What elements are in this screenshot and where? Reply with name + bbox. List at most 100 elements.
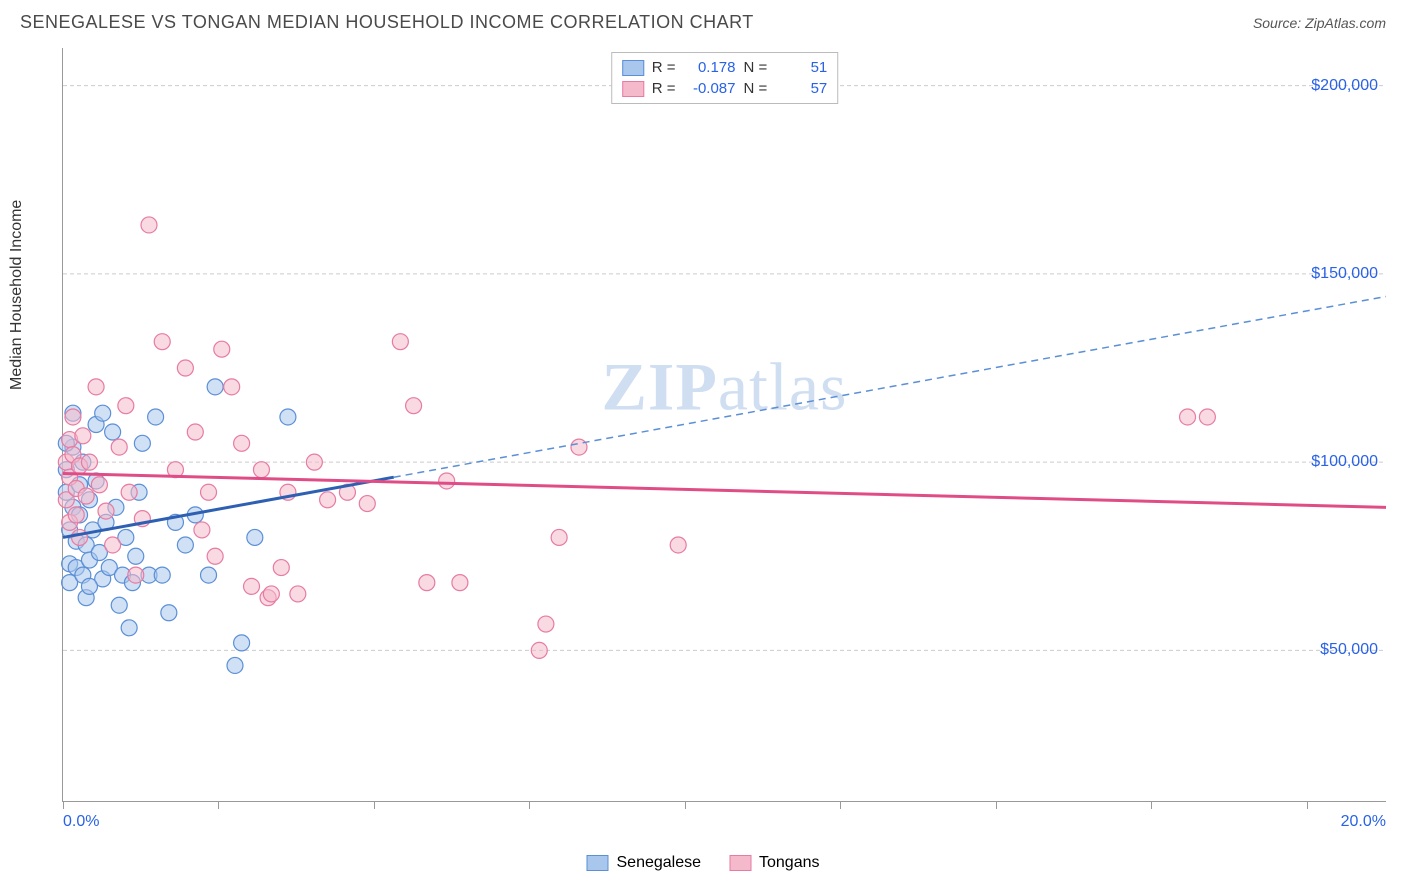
scatter-point [95, 405, 111, 421]
scatter-point [538, 616, 554, 632]
stats-row-senegalese: R = 0.178 N = 51 [622, 57, 828, 78]
x-min-label: 0.0% [63, 813, 99, 831]
legend-label-senegalese: Senegalese [616, 854, 701, 872]
y-tick-label: $50,000 [1320, 641, 1378, 659]
n-value-senegalese: 51 [775, 59, 827, 76]
scatter-point [419, 575, 435, 591]
x-tick [218, 801, 219, 809]
scatter-point [201, 567, 217, 583]
scatter-point [121, 620, 137, 636]
scatter-point [118, 398, 134, 414]
y-axis-label: Median Household Income [8, 200, 26, 390]
plot-area: ZIPatlas R = 0.178 N = 51 R = -0.087 N =… [62, 48, 1386, 802]
n-label: N = [744, 80, 768, 97]
scatter-point [111, 597, 127, 613]
scatter-point [320, 492, 336, 508]
x-max-label: 20.0% [1341, 813, 1386, 831]
scatter-point [227, 657, 243, 673]
scatter-svg [63, 48, 1386, 801]
scatter-point [194, 522, 210, 538]
scatter-point [134, 435, 150, 451]
scatter-point [551, 529, 567, 545]
swatch-tongans [622, 81, 644, 97]
x-tick [374, 801, 375, 809]
scatter-point [359, 496, 375, 512]
scatter-point [290, 586, 306, 602]
x-tick [996, 801, 997, 809]
scatter-point [280, 409, 296, 425]
scatter-point [105, 537, 121, 553]
scatter-point [177, 360, 193, 376]
scatter-point [68, 507, 84, 523]
source-attribution: Source: ZipAtlas.com [1253, 15, 1386, 31]
y-tick-label: $200,000 [1311, 77, 1378, 95]
scatter-point [81, 578, 97, 594]
legend-swatch-senegalese [586, 855, 608, 871]
scatter-point [670, 537, 686, 553]
x-tick [840, 801, 841, 809]
scatter-point [148, 409, 164, 425]
scatter-point [234, 435, 250, 451]
scatter-point [263, 586, 279, 602]
scatter-point [234, 635, 250, 651]
scatter-point [439, 473, 455, 489]
scatter-point [452, 575, 468, 591]
scatter-point [531, 642, 547, 658]
stats-legend: R = 0.178 N = 51 R = -0.087 N = 57 [611, 52, 839, 104]
scatter-point [141, 217, 157, 233]
scatter-point [88, 379, 104, 395]
scatter-point [121, 484, 137, 500]
scatter-point [154, 567, 170, 583]
r-value-senegalese: 0.178 [684, 59, 736, 76]
scatter-point [111, 439, 127, 455]
r-value-tongans: -0.087 [684, 80, 736, 97]
n-label: N = [744, 59, 768, 76]
legend-item-senegalese: Senegalese [586, 854, 701, 872]
scatter-point [1199, 409, 1215, 425]
scatter-point [571, 439, 587, 455]
scatter-point [406, 398, 422, 414]
source-name: ZipAtlas.com [1305, 15, 1386, 31]
chart-container: Median Household Income ZIPatlas R = 0.1… [20, 48, 1386, 832]
scatter-point [91, 477, 107, 493]
scatter-point [207, 379, 223, 395]
x-tick [685, 801, 686, 809]
scatter-point [273, 560, 289, 576]
scatter-point [187, 424, 203, 440]
scatter-point [154, 334, 170, 350]
scatter-point [214, 341, 230, 357]
r-label: R = [652, 59, 676, 76]
x-tick [529, 801, 530, 809]
scatter-point [244, 578, 260, 594]
scatter-point [75, 428, 91, 444]
r-label: R = [652, 80, 676, 97]
legend-swatch-tongans [729, 855, 751, 871]
scatter-point [128, 548, 144, 564]
scatter-point [81, 454, 97, 470]
legend-item-tongans: Tongans [729, 854, 820, 872]
legend-label-tongans: Tongans [759, 854, 820, 872]
x-tick [1307, 801, 1308, 809]
chart-title: SENEGALESE VS TONGAN MEDIAN HOUSEHOLD IN… [20, 12, 754, 33]
scatter-point [392, 334, 408, 350]
scatter-point [98, 503, 114, 519]
scatter-point [72, 529, 88, 545]
swatch-senegalese [622, 60, 644, 76]
x-tick [63, 801, 64, 809]
scatter-point [177, 537, 193, 553]
scatter-point [306, 454, 322, 470]
n-value-tongans: 57 [775, 80, 827, 97]
scatter-point [105, 424, 121, 440]
scatter-point [224, 379, 240, 395]
bottom-legend: Senegalese Tongans [586, 854, 819, 872]
y-tick-label: $100,000 [1311, 453, 1378, 471]
stats-row-tongans: R = -0.087 N = 57 [622, 78, 828, 99]
x-tick [1151, 801, 1152, 809]
scatter-point [207, 548, 223, 564]
scatter-point [65, 409, 81, 425]
scatter-point [201, 484, 217, 500]
scatter-point [78, 488, 94, 504]
scatter-point [161, 605, 177, 621]
trend-line [394, 296, 1386, 477]
source-prefix: Source: [1253, 15, 1305, 31]
